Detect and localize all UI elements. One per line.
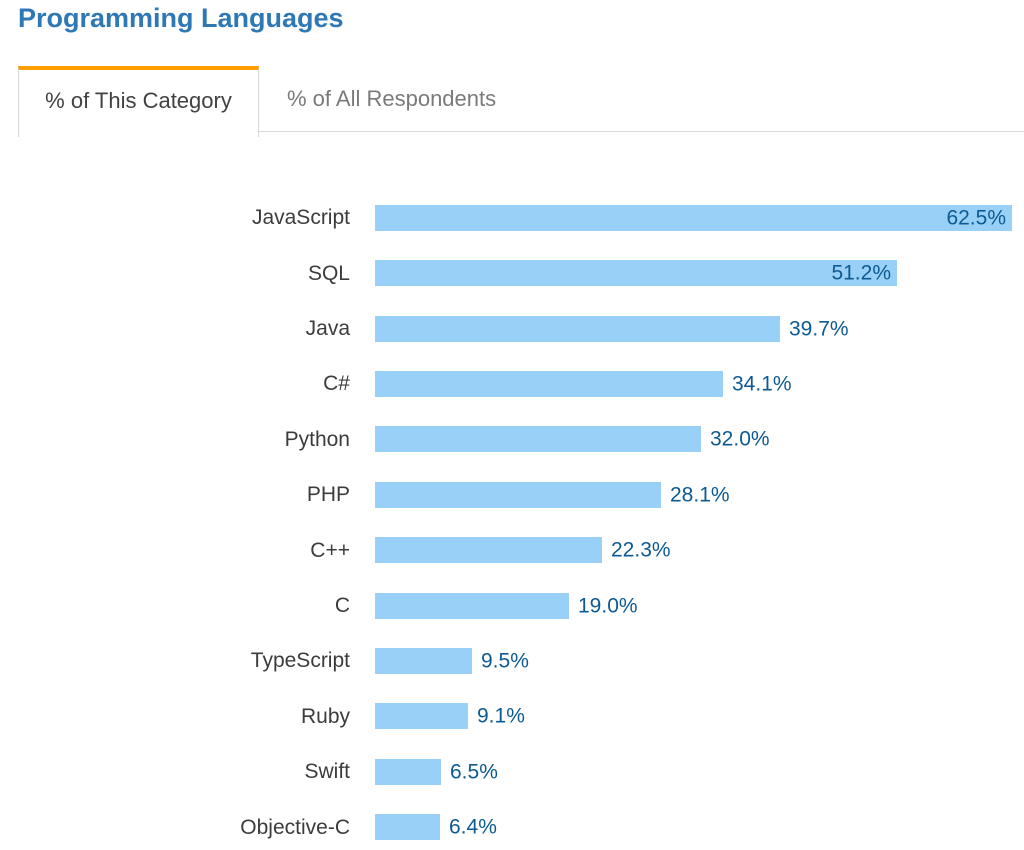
bar-track: 9.1%: [375, 703, 1024, 730]
chart-row: PHP 28.1%: [0, 467, 1024, 522]
chart-row: JavaScript 62.5%: [0, 190, 1024, 245]
value-label: 9.1%: [477, 704, 525, 728]
chart-row: SQL 51.2%: [0, 245, 1024, 300]
value-label: 6.5%: [450, 760, 498, 784]
category-label: Objective-C: [240, 815, 350, 839]
chart-row: Objective-C 6.4%: [0, 799, 1024, 850]
chart-row: C# 34.1%: [0, 356, 1024, 411]
bar[interactable]: [375, 537, 602, 564]
category-label: C: [334, 594, 350, 618]
category-label: SQL: [307, 261, 350, 285]
value-label: 62.5%: [946, 206, 1006, 230]
bar[interactable]: [375, 481, 661, 508]
value-label: 6.4%: [449, 815, 497, 839]
category-label: Python: [284, 427, 350, 451]
chart-row: C 19.0%: [0, 578, 1024, 633]
category-label: Java: [305, 317, 350, 341]
chart-row: Java 39.7%: [0, 301, 1024, 356]
bar[interactable]: 62.5%: [375, 204, 1012, 231]
tab-bar-left-spacer: [0, 66, 18, 132]
category-label: PHP: [306, 483, 350, 507]
bar[interactable]: [375, 426, 701, 453]
value-label: 34.1%: [732, 372, 792, 396]
bar-track: 6.5%: [375, 758, 1024, 785]
chart-row: Python 32.0%: [0, 412, 1024, 467]
bar-track: 28.1%: [375, 481, 1024, 508]
category-label: C++: [310, 538, 350, 562]
value-label: 28.1%: [670, 483, 730, 507]
bar-track: 19.0%: [375, 592, 1024, 619]
chart-row: Ruby 9.1%: [0, 689, 1024, 744]
tab-bar: % of This Category % of All Respondents: [0, 66, 1024, 137]
tab-bar-baseline: % of All Respondents: [259, 66, 1024, 132]
category-label: JavaScript: [251, 206, 350, 230]
bar-track: 9.5%: [375, 647, 1024, 674]
chart-row: Swift 6.5%: [0, 744, 1024, 799]
value-label: 19.0%: [578, 594, 638, 618]
chart-row: TypeScript 9.5%: [0, 633, 1024, 688]
bar-track: 32.0%: [375, 426, 1024, 453]
category-label: C#: [323, 372, 350, 396]
bar[interactable]: [375, 758, 441, 785]
tab-percent-of-this-category[interactable]: % of This Category: [18, 66, 259, 137]
bar-track: 34.1%: [375, 370, 1024, 397]
bar[interactable]: [375, 592, 569, 619]
value-label: 39.7%: [789, 317, 849, 341]
bar[interactable]: [375, 370, 723, 397]
bar-track: 39.7%: [375, 315, 1024, 342]
value-label: 51.2%: [831, 261, 891, 285]
bar-track: 6.4%: [375, 814, 1024, 841]
page-title: Programming Languages: [18, 3, 344, 33]
value-label: 22.3%: [611, 538, 671, 562]
value-label: 32.0%: [710, 427, 770, 451]
category-label: TypeScript: [250, 649, 350, 673]
bar[interactable]: [375, 315, 780, 342]
bar-chart: JavaScript 62.5% SQL 51.2% Java 39.7% C# 34.1% P…: [0, 190, 1024, 850]
bar-track: 62.5%: [375, 204, 1024, 231]
bar[interactable]: [375, 814, 440, 841]
category-label: Swift: [304, 760, 350, 784]
bar[interactable]: [375, 703, 468, 730]
tab-percent-of-all-respondents[interactable]: % of All Respondents: [259, 86, 524, 112]
bar[interactable]: [375, 647, 472, 674]
tab-label: % of All Respondents: [287, 85, 497, 111]
bar[interactable]: 51.2%: [375, 260, 897, 287]
bar-track: 51.2%: [375, 260, 1024, 287]
category-label: Ruby: [300, 704, 350, 728]
chart-row: C++ 22.3%: [0, 522, 1024, 577]
tab-label: % of This Category: [45, 87, 232, 113]
value-label: 9.5%: [481, 649, 529, 673]
bar-track: 22.3%: [375, 537, 1024, 564]
